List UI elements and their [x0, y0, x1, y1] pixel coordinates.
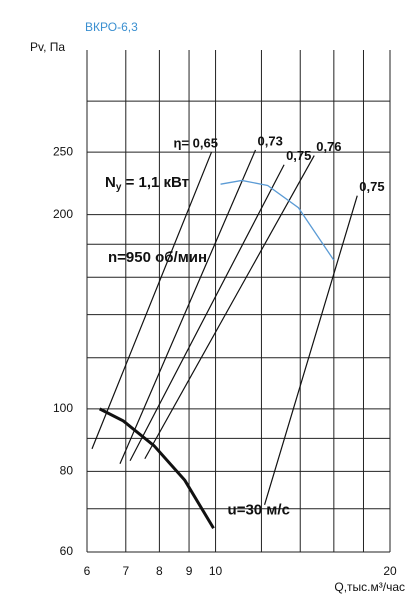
y-tick-label: 200	[53, 207, 73, 221]
efficiency-label: η= 0,65	[173, 136, 217, 151]
efficiency-line	[144, 155, 315, 460]
fan-curve	[220, 179, 335, 261]
x-tick-label: 8	[156, 564, 163, 578]
y-tick-label: 100	[53, 401, 73, 415]
efficiency-line	[129, 164, 285, 462]
chart-title: ВКРО-6,3	[85, 20, 138, 34]
y-axis-label: Pv, Па	[30, 40, 65, 54]
efficiency-line	[263, 195, 358, 506]
power-sub: у	[116, 182, 122, 193]
speed-curve-label: u=30 м/с	[228, 501, 290, 518]
x-tick-label: 7	[122, 564, 129, 578]
x-tick-label: 6	[84, 564, 91, 578]
y-tick-label: 60	[60, 544, 74, 558]
y-tick-label: 80	[60, 464, 74, 478]
efficiency-label: 0,75	[359, 179, 384, 194]
power-main: N	[105, 174, 116, 191]
x-tick-label: 20	[383, 564, 397, 578]
efficiency-line	[91, 151, 213, 450]
efficiency-line	[119, 149, 257, 465]
power-label: Nу = 1,1 кВт	[105, 174, 189, 193]
efficiency-label: 0,76	[316, 139, 341, 154]
speed-curve	[98, 407, 215, 530]
speed-label: n=950 об/мин	[108, 249, 207, 266]
x-axis-label: Q,тыс.м³/час	[334, 580, 405, 594]
efficiency-label: 0,73	[258, 133, 283, 148]
y-tick-label: 250	[53, 144, 73, 158]
efficiency-label: 0,75	[286, 148, 311, 163]
power-rest: = 1,1 кВт	[121, 174, 189, 191]
x-tick-label: 9	[186, 564, 193, 578]
x-tick-label: 10	[209, 564, 223, 578]
